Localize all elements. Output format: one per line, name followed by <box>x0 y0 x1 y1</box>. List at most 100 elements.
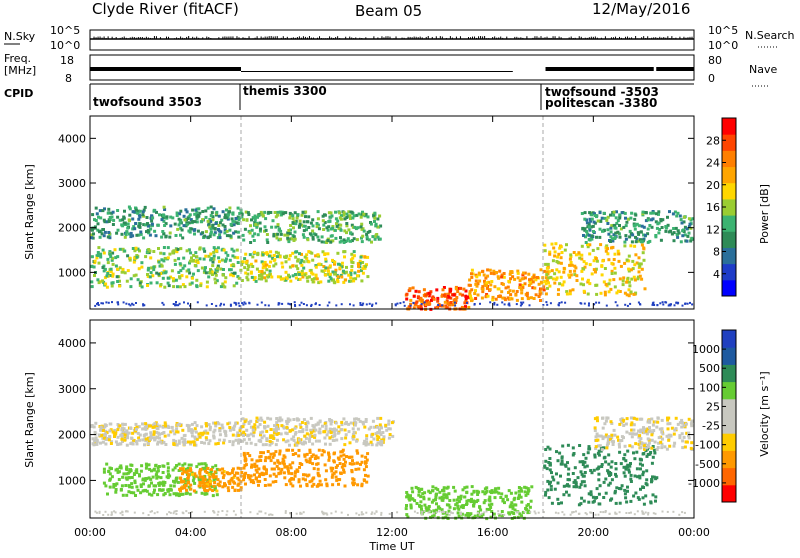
scatter-cell <box>606 252 610 256</box>
scatter-cell <box>376 235 380 239</box>
scatter-cell <box>182 214 186 218</box>
scatter-cell <box>134 273 138 277</box>
ground-scatter-cell <box>142 512 145 515</box>
scatter-cell <box>121 493 125 497</box>
scatter-cell <box>488 268 492 272</box>
scatter-cell <box>199 467 203 471</box>
scatter-cell <box>624 422 628 426</box>
scatter-cell <box>548 463 552 467</box>
scatter-cell <box>472 499 476 503</box>
scatter-cell <box>367 238 371 242</box>
scatter-cell <box>105 285 109 289</box>
scatter-cell <box>548 468 552 472</box>
scatter-cell <box>265 429 269 433</box>
scatter-cell <box>515 298 519 302</box>
scatter-cell <box>211 264 215 268</box>
scatter-cell <box>231 219 235 223</box>
scatter-cell <box>667 433 671 437</box>
scatter-cell <box>285 465 289 469</box>
scatter-cell <box>657 212 660 216</box>
scatter-cell <box>648 452 652 456</box>
velocity-colorbar-label: Velocity [m s⁻¹] <box>758 371 771 456</box>
scatter-cell <box>249 425 253 429</box>
scatter-cell <box>207 442 211 446</box>
scatter-cell <box>598 211 602 215</box>
scatter-cell <box>242 478 246 482</box>
scatter-cell <box>178 467 182 471</box>
scatter-cell <box>208 482 212 486</box>
scatter-cell <box>132 491 136 495</box>
scatter-cell <box>328 264 332 268</box>
scatter-cell <box>105 274 109 278</box>
scatter-cell <box>666 215 669 219</box>
scatter-cell <box>319 483 323 487</box>
scatter-cell <box>340 423 344 427</box>
scatter-cell <box>610 478 614 482</box>
scatter-cell <box>629 244 633 248</box>
scatter-cell <box>464 305 467 309</box>
ground-scatter-cell <box>248 301 251 304</box>
scatter-cell <box>646 453 650 456</box>
scatter-cell <box>615 291 619 295</box>
scatter-cell <box>91 236 95 240</box>
scatter-cell <box>556 292 560 296</box>
scatter-cell <box>661 432 665 436</box>
scatter-cell <box>478 273 481 277</box>
scatter-cell <box>350 470 354 474</box>
scatter-cell <box>339 263 343 267</box>
scatter-cell <box>154 463 158 467</box>
scatter-cell <box>323 213 327 217</box>
scatter-cell <box>251 428 255 432</box>
scatter-cell <box>610 422 614 425</box>
scatter-cell <box>148 467 152 471</box>
scatter-cell <box>618 224 621 227</box>
scatter-cell <box>296 418 300 422</box>
scatter-cell <box>110 467 113 471</box>
scatter-cell <box>592 220 596 224</box>
scatter-cell <box>304 422 308 425</box>
scatter-cell <box>116 443 120 446</box>
scatter-cell <box>495 490 499 494</box>
scatter-cell <box>277 471 281 475</box>
scatter-cell <box>601 437 605 441</box>
scatter-cell <box>476 491 480 495</box>
ground-scatter-cell <box>448 513 451 516</box>
ground-scatter-cell <box>310 303 313 306</box>
scatter-cell <box>506 285 510 289</box>
scatter-cell <box>562 280 566 284</box>
scatter-cell <box>366 230 370 234</box>
scatter-cell <box>187 429 191 433</box>
ground-scatter-cell <box>352 304 355 307</box>
scatter-cell <box>511 506 515 510</box>
ground-scatter-cell <box>675 301 678 304</box>
scatter-cell <box>263 229 266 233</box>
scatter-cell <box>633 432 637 436</box>
scatter-cell <box>385 428 389 432</box>
scatter-cell <box>687 431 691 435</box>
scatter-cell <box>601 426 605 430</box>
scatter-cell <box>179 226 183 230</box>
scatter-cell <box>584 241 588 244</box>
scatter-cell <box>162 232 166 236</box>
scatter-cell <box>613 489 617 493</box>
ground-scatter-cell <box>161 301 164 304</box>
scatter-cell <box>325 241 329 244</box>
scatter-cell <box>296 213 300 217</box>
scatter-cell <box>149 281 153 285</box>
scatter-cell <box>380 441 384 445</box>
scatter-cell <box>509 503 513 507</box>
scatter-cell <box>173 262 177 266</box>
scatter-cell <box>263 265 267 269</box>
scatter-cell <box>550 471 553 475</box>
scatter-cell <box>127 476 131 480</box>
ground-scatter-cell <box>686 302 689 305</box>
scatter-cell <box>192 272 195 276</box>
scatter-cell <box>360 460 364 464</box>
scatter-cell <box>657 441 661 445</box>
scatter-cell <box>108 236 112 240</box>
scatter-cell <box>278 227 281 231</box>
scatter-cell <box>286 420 290 423</box>
scatter-cell <box>194 251 198 255</box>
ground-scatter-cell <box>117 303 120 306</box>
scatter-cell <box>118 284 122 288</box>
